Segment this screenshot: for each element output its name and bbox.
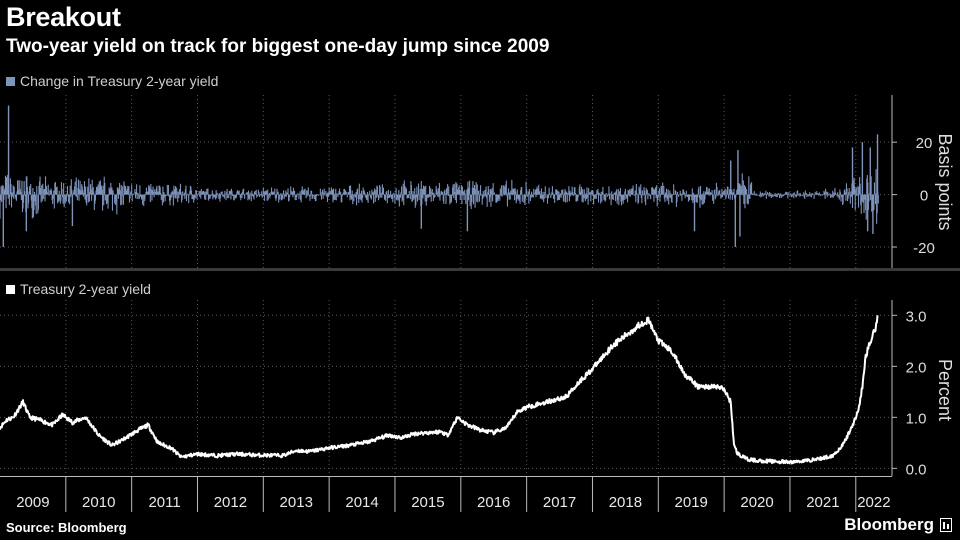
x-tick-label: 2010 — [82, 494, 115, 511]
top-y-tick-label: 0 — [920, 188, 928, 205]
bottom-y-tick-label: 3.0 — [906, 308, 927, 325]
line-legend-label: Treasury 2-year yield — [20, 281, 151, 297]
bar-legend: Change in Treasury 2-year yield — [6, 73, 218, 89]
bar-legend-swatch — [6, 76, 15, 86]
x-tick-label: 2022 — [857, 494, 890, 511]
yield-line — [0, 315, 879, 465]
x-tick-label: 2021 — [806, 494, 839, 511]
x-tick-label: 2016 — [477, 494, 510, 511]
panel-divider — [0, 268, 960, 271]
bottom-y-tick-label: 0.0 — [906, 461, 927, 478]
x-tick-label: 2012 — [214, 494, 247, 511]
x-tick-label: 2011 — [148, 494, 180, 511]
x-tick-label: 2019 — [675, 494, 708, 511]
x-tick-label: 2018 — [609, 494, 642, 511]
x-tick-label: 2015 — [411, 494, 444, 511]
x-tick-label: 2009 — [16, 494, 49, 511]
bottom-y-tick-label: 2.0 — [906, 359, 927, 376]
line-legend-swatch — [6, 284, 15, 294]
chart-title: Breakout — [6, 2, 121, 32]
top-y-axis-title: Basis points — [935, 133, 955, 230]
terminal-icon — [940, 518, 952, 532]
top-y-tick-label: 20 — [916, 135, 933, 152]
bottom-y-tick-label: 1.0 — [906, 410, 927, 427]
bloomberg-logo: Bloomberg — [844, 515, 952, 535]
source-note: Source: Bloomberg — [6, 520, 127, 535]
x-tick-label: 2020 — [740, 494, 773, 511]
brand-text: Bloomberg — [844, 515, 934, 534]
x-tick-label: 2013 — [280, 494, 313, 511]
chart-subtitle: Two-year yield on track for biggest one-… — [6, 36, 550, 57]
x-tick-label: 2014 — [345, 494, 378, 511]
top-y-tick-label: -20 — [913, 240, 935, 257]
bottom-y-axis-title: Percent — [935, 359, 955, 421]
x-tick-label: 2017 — [543, 494, 576, 511]
bar-legend-label: Change in Treasury 2-year yield — [20, 73, 219, 89]
line-legend: Treasury 2-year yield — [6, 281, 151, 297]
bar-series — [0, 105, 879, 248]
